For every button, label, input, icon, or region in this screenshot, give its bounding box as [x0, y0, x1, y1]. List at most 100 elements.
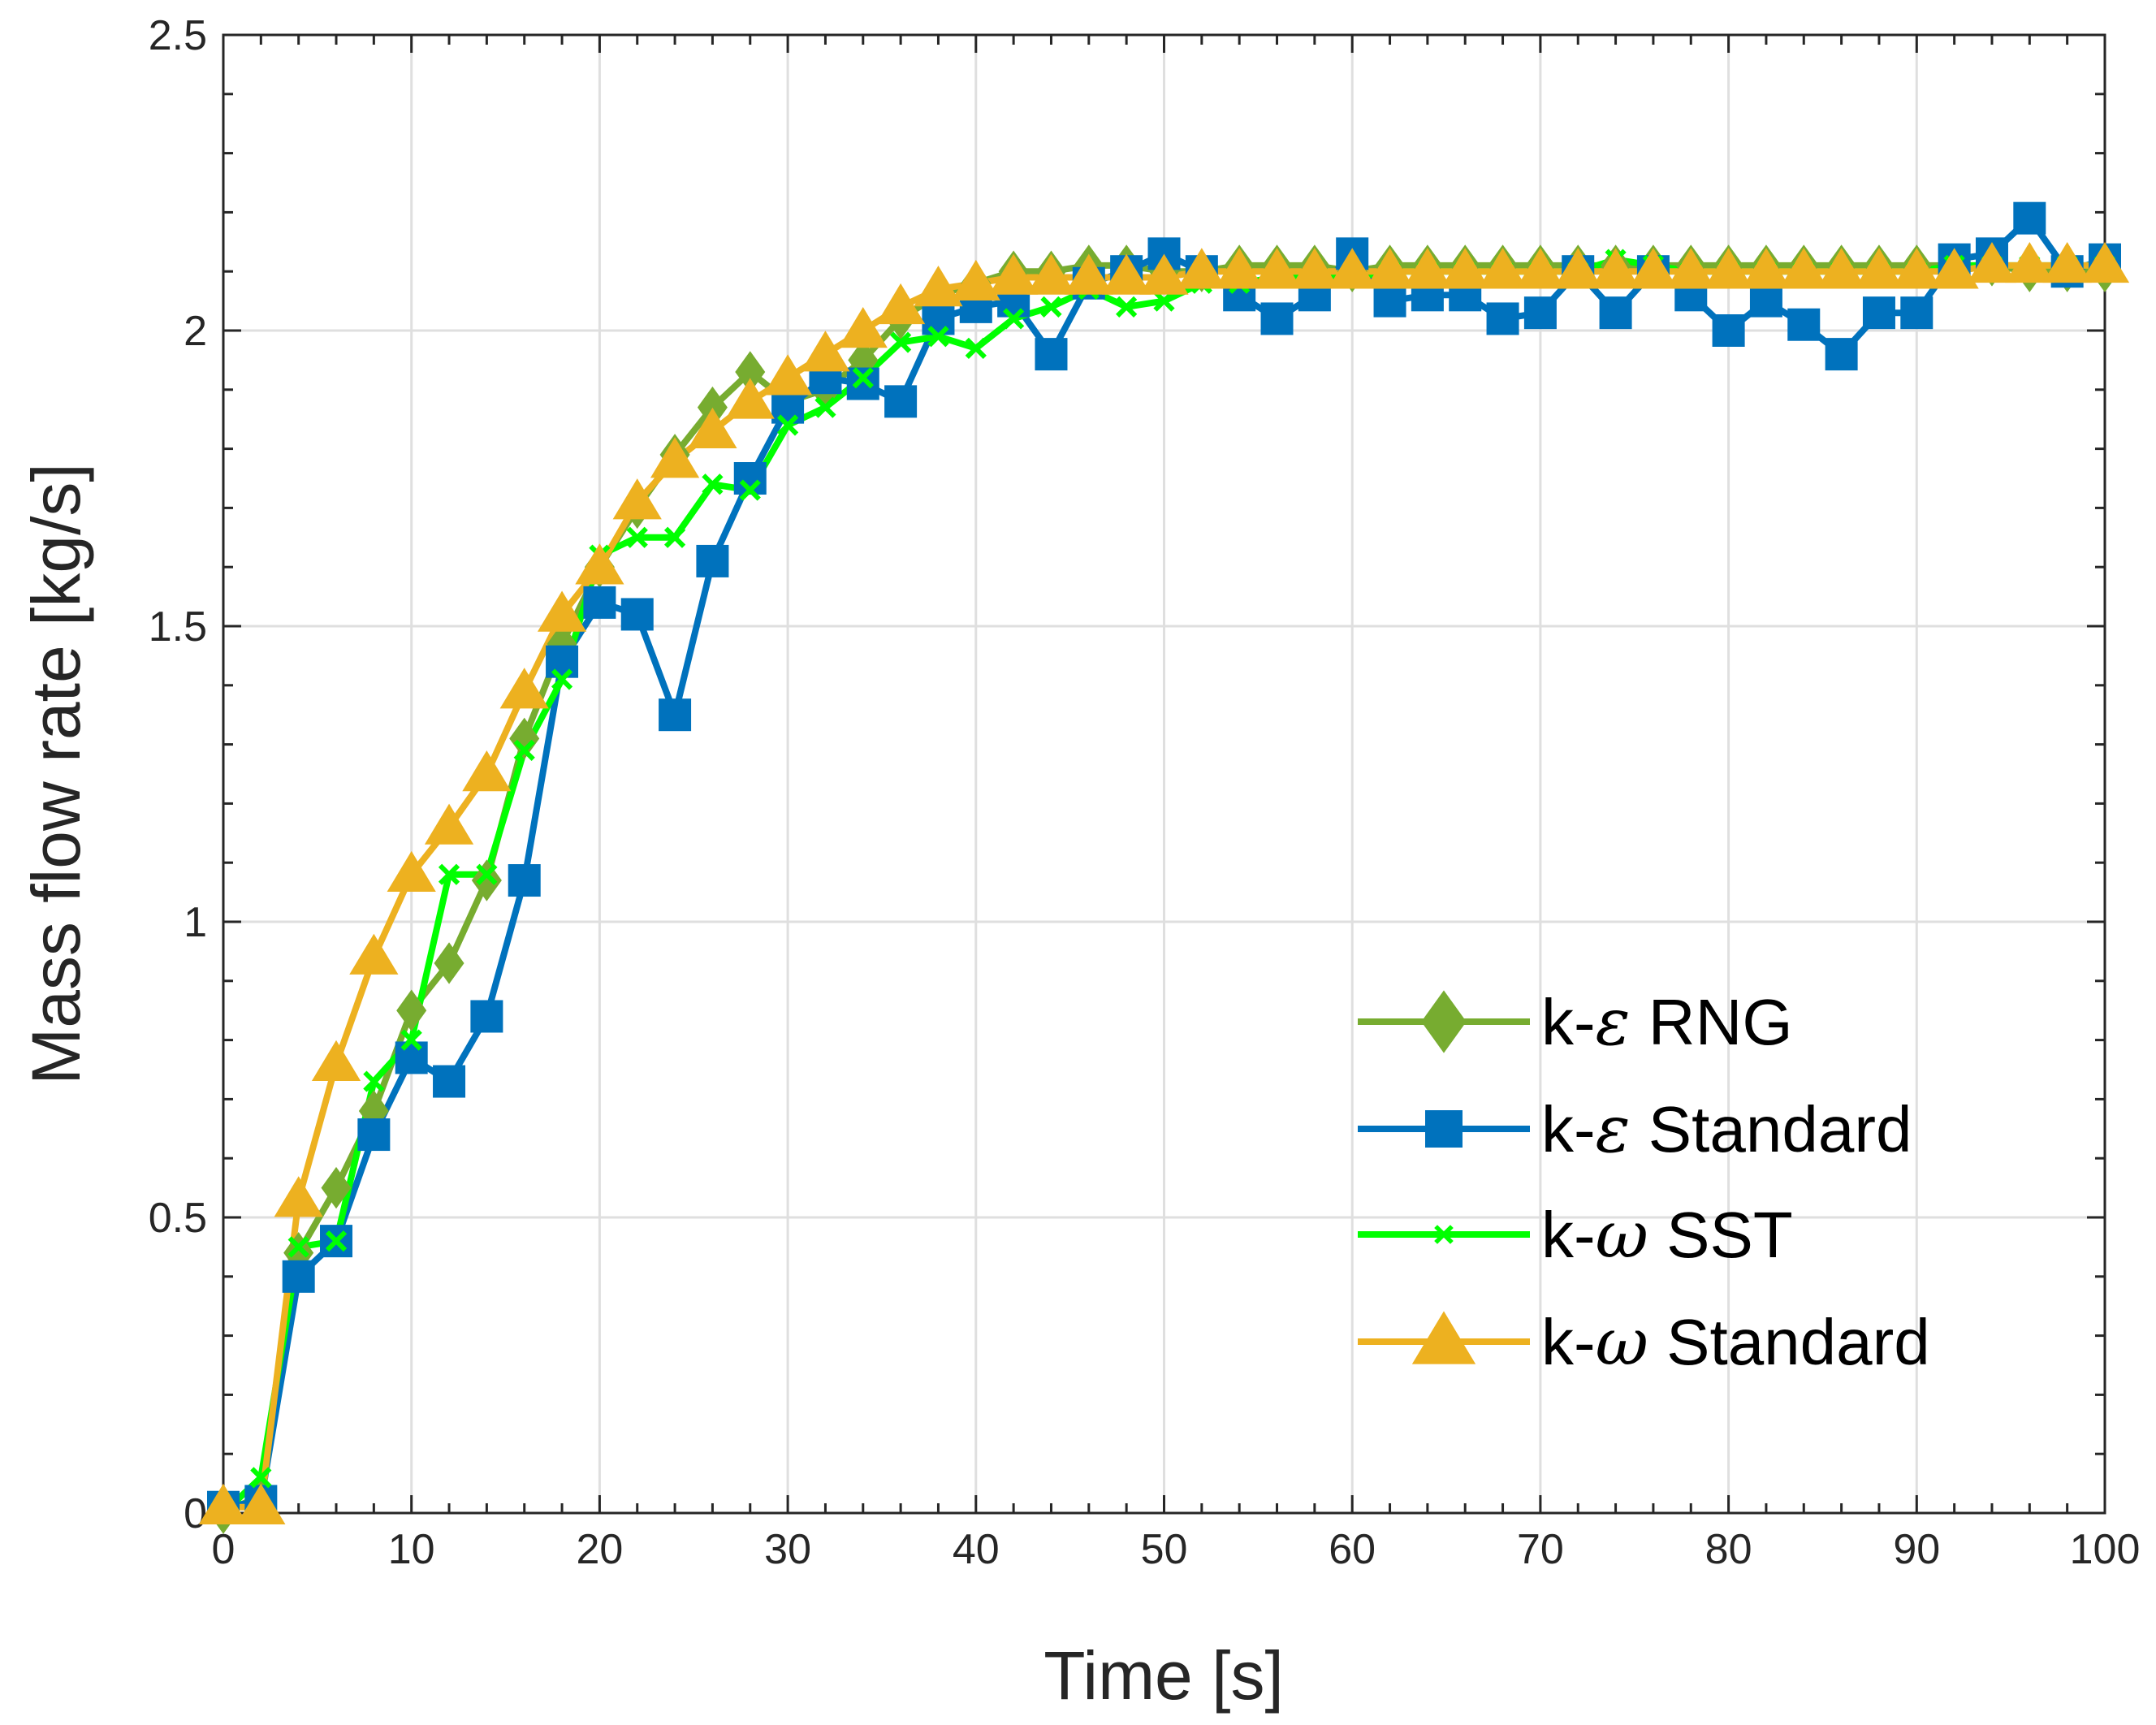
y-tick-label: 0	[184, 1490, 207, 1537]
data-point	[763, 354, 813, 396]
data-point	[884, 385, 918, 418]
data-point	[311, 1040, 361, 1081]
data-point	[663, 526, 686, 548]
data-point	[1139, 253, 1189, 295]
data-point	[1177, 248, 1226, 289]
data-point	[1825, 338, 1858, 371]
data-point	[433, 1065, 466, 1098]
data-point	[620, 598, 654, 631]
data-point	[1900, 296, 1933, 330]
data-point	[1373, 284, 1406, 318]
data-point	[2013, 201, 2046, 235]
data-point	[846, 367, 879, 400]
data-point	[1929, 248, 1979, 289]
data-point	[282, 1260, 315, 1293]
series-markers	[198, 201, 2130, 1534]
data-point	[876, 283, 926, 325]
data-point	[927, 326, 949, 348]
data-point	[1290, 248, 1339, 289]
data-point	[659, 698, 692, 732]
y-tick-label: 0.5	[149, 1195, 207, 1242]
x-tick-label: 30	[764, 1526, 811, 1573]
series-markers-4	[198, 241, 2130, 1524]
legend-label: k-ε Standard	[1541, 1092, 1912, 1167]
data-point	[1862, 296, 1895, 330]
data-point	[771, 391, 805, 424]
data-point	[363, 1070, 385, 1092]
legend-item-4: k-ω Standard	[1358, 1304, 1930, 1380]
data-point	[889, 331, 912, 353]
x-tick-label: 80	[1705, 1526, 1752, 1573]
tick-marks	[222, 33, 2106, 1515]
series-markers-2	[207, 201, 2121, 1524]
data-point	[702, 473, 724, 495]
legend-item-2: k-ε Standard	[1358, 1092, 1912, 1167]
data-point	[434, 942, 464, 984]
data-point	[1892, 248, 1942, 289]
data-point	[387, 850, 436, 893]
legend-marker	[1421, 990, 1467, 1053]
data-point	[1035, 338, 1068, 371]
data-point	[513, 739, 535, 762]
data-point	[1712, 314, 1745, 347]
data-point	[612, 478, 662, 520]
data-point	[1102, 253, 1151, 295]
legend-marker	[1425, 1109, 1463, 1148]
data-point	[198, 1483, 248, 1524]
data-point	[2005, 241, 2054, 283]
data-point	[1553, 248, 1603, 289]
legend: k-ε RNG k-ε Standard k-ω SST k-ω Standard	[1358, 984, 1930, 1380]
data-point	[551, 668, 573, 690]
data-point	[838, 307, 888, 348]
data-point	[1026, 253, 1076, 295]
data-point	[325, 1230, 348, 1252]
data-point	[1365, 248, 1415, 289]
data-point	[1854, 248, 1904, 289]
data-point	[965, 337, 987, 359]
data-point	[733, 462, 767, 495]
data-point	[696, 544, 729, 577]
data-point	[583, 586, 616, 619]
data-point	[776, 414, 799, 436]
data-point	[470, 1000, 503, 1033]
data-point	[508, 864, 541, 897]
x-axis-label: Time [s]	[1043, 1637, 1284, 1714]
data-point	[1523, 296, 1557, 330]
data-point	[424, 803, 474, 845]
data-point	[1515, 248, 1566, 289]
y-tick-label: 2	[184, 308, 207, 355]
data-point	[1779, 248, 1829, 289]
data-point	[1817, 248, 1866, 289]
data-point	[1328, 248, 1377, 289]
data-point	[400, 1029, 422, 1051]
x-tick-label: 10	[388, 1526, 435, 1573]
data-point	[321, 1166, 352, 1209]
data-point	[2080, 241, 2130, 283]
data-point	[357, 1118, 391, 1152]
data-point	[1040, 296, 1062, 318]
y-tick-label: 1	[184, 899, 207, 946]
data-point	[801, 331, 850, 372]
data-point	[1252, 248, 1302, 289]
data-point	[1003, 308, 1025, 330]
data-point	[537, 590, 587, 632]
data-point	[1599, 296, 1632, 330]
y-tick-label: 1.5	[149, 603, 207, 651]
data-point	[1064, 253, 1113, 295]
data-point	[989, 253, 1039, 295]
data-point	[476, 863, 498, 885]
data-point	[287, 1236, 309, 1258]
data-point	[1478, 248, 1527, 289]
legend-label: k-ω SST	[1541, 1197, 1793, 1273]
data-point	[914, 266, 963, 307]
y-tick-label: 2.5	[149, 12, 207, 59]
y-axis-label: Mass flow rate [kg/s]	[18, 463, 94, 1085]
legend-marker	[1411, 1311, 1476, 1364]
data-point	[922, 302, 955, 335]
data-point	[1741, 248, 1791, 289]
legend-item-1: k-ε RNG	[1358, 984, 1793, 1060]
x-tick-label: 20	[576, 1526, 623, 1573]
data-point	[2042, 241, 2092, 283]
